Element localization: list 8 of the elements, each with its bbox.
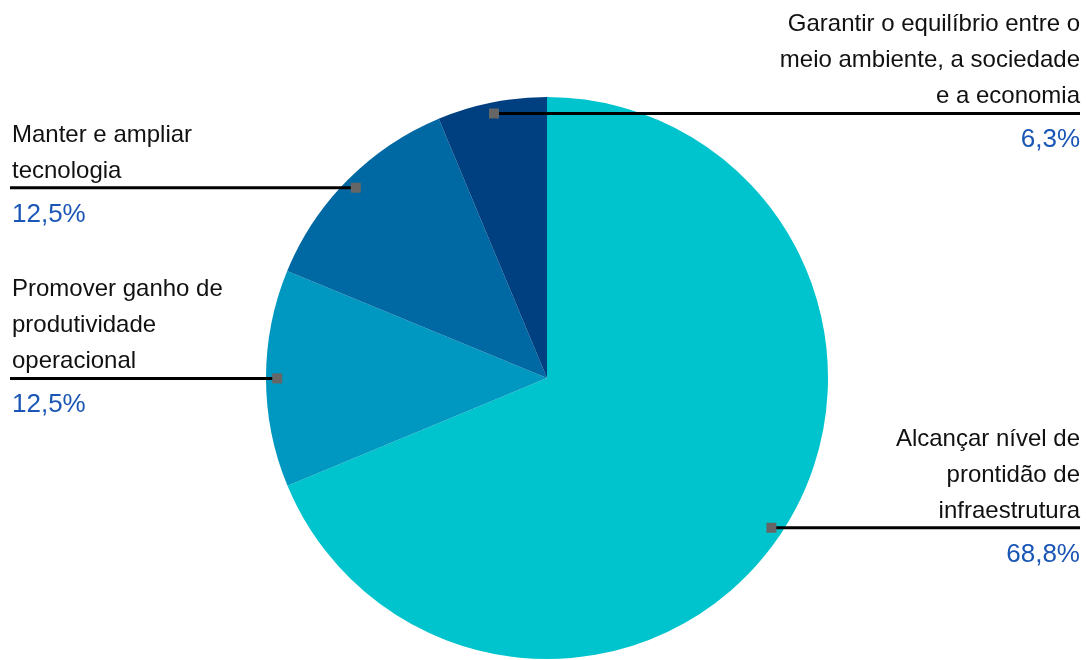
- slice-label: Promover ganho de produtividade operacional: [12, 274, 223, 374]
- slice-label: Alcançar nível de prontidão de infraestrutura: [895, 423, 1081, 523]
- data-label: 68,8%: [1006, 537, 1080, 568]
- data-label: 6,3%: [1020, 123, 1080, 154]
- data-label: 12,5%: [12, 388, 86, 419]
- slice-label: Garantir o equilíbrio entre o meio ambiente, a sociedade e a economia: [779, 9, 1081, 109]
- slice-label: Manter e ampliar tecnologia: [12, 119, 193, 183]
- data-label: 12,5%: [12, 197, 86, 228]
